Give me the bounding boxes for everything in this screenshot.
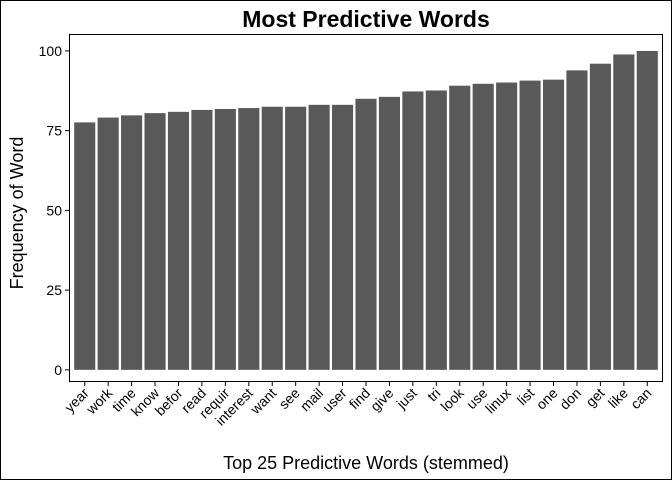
bar-use — [472, 83, 494, 370]
bar-give — [378, 96, 400, 370]
bar-requir — [214, 108, 236, 370]
x-axis-label: Top 25 Predictive Words (stemmed) — [223, 453, 509, 473]
bar-befor — [167, 111, 190, 370]
y-tick-label-0: 0 — [54, 362, 62, 378]
bar-time — [121, 115, 143, 370]
bar-look — [449, 85, 471, 370]
bar-tri — [425, 90, 447, 370]
bar-just — [402, 91, 424, 370]
bar-get — [589, 63, 611, 370]
bar-want — [261, 106, 283, 370]
bar-read — [191, 109, 213, 370]
bar-one — [542, 79, 565, 370]
y-tick-label-100: 100 — [39, 43, 63, 59]
bar-linux — [496, 82, 518, 370]
chart-title: Most Predictive Words — [242, 6, 490, 32]
bar-find — [355, 98, 377, 370]
bar-list — [519, 80, 541, 370]
y-tick-label-25: 25 — [46, 282, 62, 298]
y-tick-label-50: 50 — [46, 202, 62, 218]
bar-see — [285, 106, 307, 370]
bar-work — [97, 117, 119, 370]
y-tick-label-75: 75 — [46, 123, 62, 139]
bar-mail — [308, 104, 330, 370]
bar-user — [332, 104, 354, 370]
bar-year — [74, 122, 96, 370]
bar-don — [566, 70, 588, 370]
bars-group — [74, 50, 658, 370]
y-axis-label: Frequency of Word — [7, 137, 27, 290]
y-axis: 0 25 50 75 100 — [39, 43, 70, 378]
bar-know — [144, 113, 166, 370]
bar-like — [613, 54, 635, 370]
bar-interest — [238, 108, 260, 370]
bar-can — [636, 50, 658, 370]
